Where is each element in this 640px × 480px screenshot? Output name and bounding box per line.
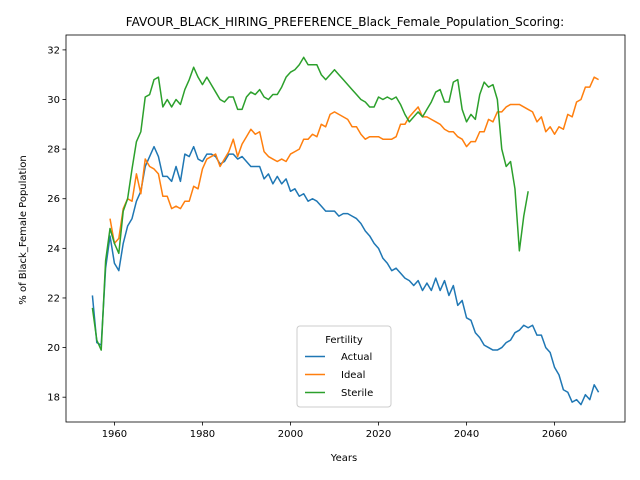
x-tick-label: 1960 [102,429,127,440]
y-tick-label: 24 [47,244,60,255]
x-tick-label: 2040 [454,429,479,440]
x-tick-label: 2000 [278,429,303,440]
legend: Fertility Actual Ideal Sterile [296,325,392,408]
x-tick-label: 1980 [190,429,215,440]
series-line-2 [91,56,529,351]
x-axis-label: Years [330,453,357,464]
y-tick-label: 22 [47,293,60,304]
legend-title: Fertility [325,335,363,346]
y-axis: 18 20 22 24 26 28 30 32 [47,45,66,404]
legend-label: Ideal [341,370,365,381]
x-tick-label: 2020 [366,429,391,440]
y-tick-label: 18 [47,393,60,404]
y-tick-label: 28 [47,145,60,156]
y-tick-label: 30 [47,95,60,106]
legend-label: Actual [341,352,372,363]
y-tick-label: 32 [47,45,60,56]
series-line-1 [109,76,599,245]
legend-frame [296,325,392,408]
x-tick-label: 2060 [542,429,567,440]
chart-title: FAVOUR_BLACK_HIRING_PREFERENCE_Black_Fem… [126,15,564,29]
y-tick-label: 26 [47,194,60,205]
legend-label: Sterile [341,388,373,399]
plot-area [65,34,626,423]
plot-frame [65,34,626,423]
series-line-0 [91,145,600,406]
y-axis-label: % of Black_Female Population [18,155,29,304]
y-tick-label: 20 [47,343,60,354]
x-axis: 1960 1980 2000 2020 2040 2060 [102,422,567,440]
